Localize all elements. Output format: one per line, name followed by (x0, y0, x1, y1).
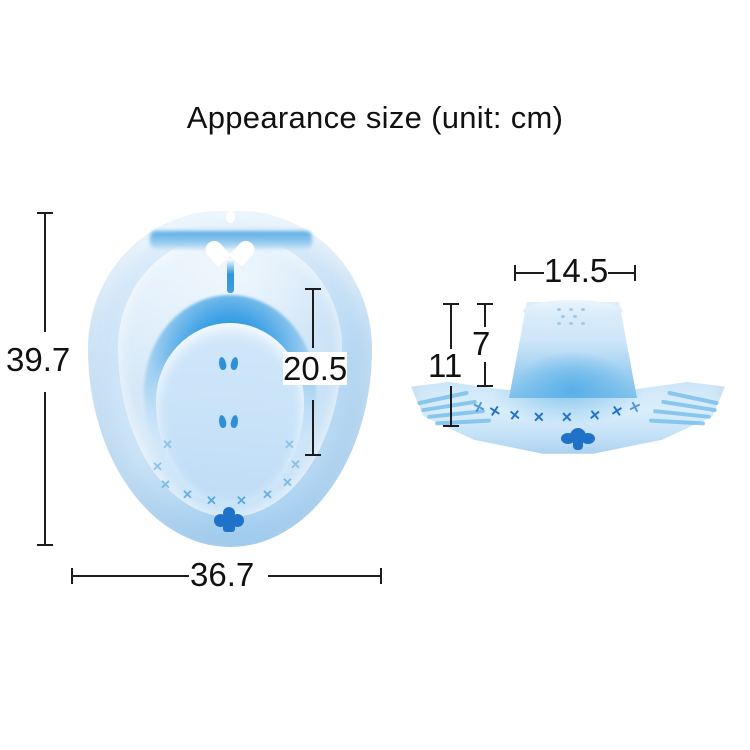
dimension-label-total-side-height: 11 (428, 347, 463, 384)
dimension-line-cone-top-width-right (606, 265, 636, 281)
dimension-line-cone-height-lower (477, 362, 493, 387)
heart-notch-stem (227, 259, 234, 293)
x-drain-hole-icon: ✕ (236, 493, 247, 508)
x-drain-hole-icon: ✕ (262, 487, 273, 502)
x-drain-hole-icon: ✕ (152, 459, 163, 474)
dimension-line-total-side-height-upper (443, 303, 459, 351)
x-drain-hole-icon: ✕ (561, 409, 573, 425)
x-drain-hole-icon: ✕ (588, 406, 602, 424)
x-drain-hole-icon: ✕ (182, 487, 193, 502)
x-drain-hole-icon: ✕ (290, 457, 301, 472)
dimension-label-overall-height: 39.7 (6, 341, 71, 378)
x-drain-hole-icon: ✕ (508, 406, 522, 424)
seat-mark-upper (217, 356, 241, 371)
x-drain-hole-icon: ✕ (533, 409, 545, 425)
dimension-line-total-side-height-lower (443, 386, 459, 427)
heart-notch-icon (216, 237, 246, 265)
page-title: Appearance size (unit: cm) (186, 100, 564, 135)
dimension-line-overall-width-left (71, 568, 189, 584)
basin-seat-inner (156, 323, 304, 501)
dimension-label-seat-length: 20.5 (283, 350, 348, 387)
dimension-line-overall-height-upper (37, 212, 53, 332)
x-drain-hole-icon: ✕ (160, 477, 171, 492)
dimension-line-overall-height-lower (37, 392, 53, 546)
clover-valve-icon (214, 507, 244, 533)
dimension-line-cone-height-upper (477, 303, 493, 327)
clover-valve-icon (561, 428, 595, 450)
sitz-bath-basin-side-view: ✕ ✕ ✕ ✕ ✕ ✕ ✕ ✕ (411, 300, 725, 465)
vent-dots-icon (557, 308, 591, 326)
dimension-line-seat-length-lower (305, 400, 321, 456)
basin-cone-top (523, 300, 623, 316)
x-drain-hole-icon: ✕ (282, 475, 293, 490)
basin-cone-body (509, 302, 637, 398)
dimension-line-overall-width-right (268, 568, 382, 584)
x-drain-hole-icon: ✕ (206, 493, 217, 508)
heart-notch-dot-icon (226, 211, 235, 223)
dimension-line-seat-length-upper (305, 288, 321, 348)
x-drain-hole-icon: ✕ (284, 437, 295, 452)
dimension-line-cone-top-width-left (514, 265, 546, 281)
dimension-label-overall-width: 36.7 (190, 556, 255, 593)
x-drain-hole-icon: ✕ (162, 437, 173, 452)
dimension-label-cone-top-width: 14.5 (544, 252, 609, 289)
dimension-label-cone-height: 7 (472, 325, 491, 362)
seat-mark-lower (217, 414, 241, 429)
